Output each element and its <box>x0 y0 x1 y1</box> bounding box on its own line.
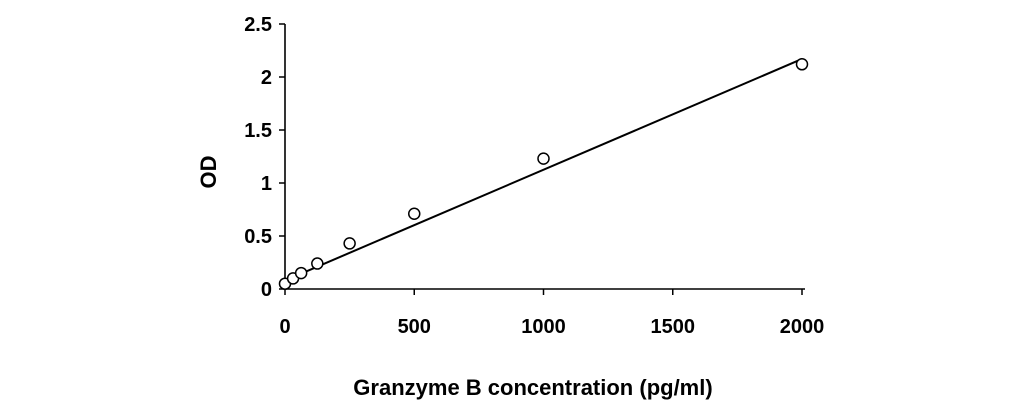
data-point <box>795 58 809 71</box>
y-tick-label: 1.5 <box>244 120 272 142</box>
data-point <box>343 237 356 250</box>
y-tick-label: 0.5 <box>244 226 272 248</box>
data-point <box>408 207 421 220</box>
axes <box>284 24 805 290</box>
x-tick-label: 1500 <box>651 316 696 338</box>
y-tick-label: 0 <box>261 279 272 301</box>
y-axis-title: OD <box>196 156 221 189</box>
trendline <box>284 58 803 282</box>
ticks: 0 0.5 1 1.5 2 2.5 0 500 1000 1500 2000 <box>244 14 824 338</box>
x-tick-label: 0 <box>279 316 290 338</box>
x-axis-title: Granzyme B concentration (pg/ml) <box>353 375 712 400</box>
y-tick-label: 1 <box>261 173 272 195</box>
data-points <box>278 58 809 290</box>
data-point <box>537 152 550 165</box>
data-point <box>311 257 324 270</box>
trendline-layer <box>284 58 803 282</box>
y-tick-label: 2 <box>261 67 272 89</box>
y-tick-label: 2.5 <box>244 14 272 36</box>
x-tick-label: 2000 <box>780 316 825 338</box>
x-tick-label: 500 <box>398 316 431 338</box>
data-point <box>294 266 308 280</box>
x-tick-label: 1000 <box>521 316 566 338</box>
